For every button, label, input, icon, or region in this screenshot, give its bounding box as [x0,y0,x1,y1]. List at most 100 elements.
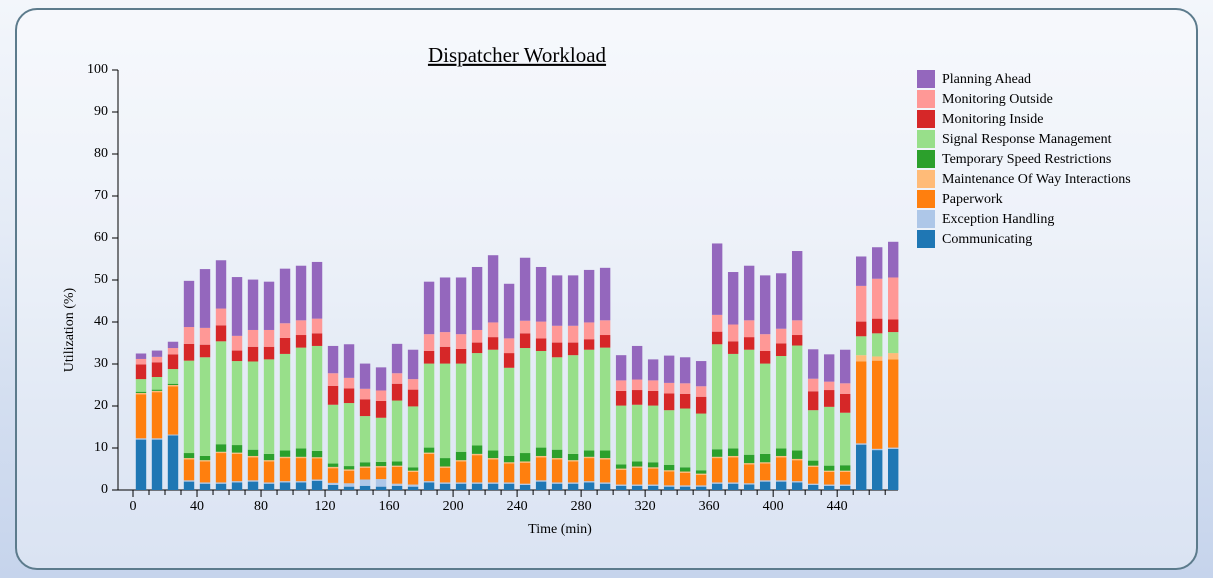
bar-segment [519,333,531,349]
bar-segment [199,483,211,490]
bar-segment [647,405,659,463]
bar-segment [583,322,595,340]
bar-segment [327,463,339,467]
bar-segment [439,277,451,333]
bar-segment [375,417,387,462]
bar-segment [551,482,563,484]
bar-segment [279,482,291,490]
bar-segment [551,449,563,459]
bar-segment [839,412,851,466]
bar-segment [631,461,643,467]
bar-segment [199,357,211,456]
chart-title: Dispatcher Workload [428,43,607,67]
bar-segment [375,466,387,468]
bar-segment [631,466,643,468]
bar-segment [279,268,291,324]
bar-segment [279,458,291,482]
bar-segment [535,455,547,458]
bar-segment [871,247,883,279]
bar-segment [711,483,723,490]
bar-segment [311,333,323,346]
bar-segment [503,338,515,354]
bar-segment [679,408,691,468]
legend-swatch [917,90,935,108]
bar-segment [727,483,739,490]
legend-label: Signal Response Management [942,132,1112,147]
bar-segment [759,350,771,364]
bar-segment [279,481,291,483]
bar-segment [327,345,339,374]
bar-segment [231,350,243,362]
bar-segment [503,367,515,456]
bar-segment [535,480,547,482]
bar-segment [855,321,867,337]
bar-segment [215,308,227,326]
bar-segment [183,481,195,490]
bar-segment [391,400,403,462]
legend-swatch [917,230,935,248]
bar-segment [407,471,419,485]
bar-segment [135,391,147,393]
bar-segment [343,344,355,378]
y-tick-label: 100 [87,62,108,77]
legend-swatch [917,210,935,228]
bar-segment [151,362,163,378]
bar-segment [247,361,259,450]
bar-segment [151,350,163,357]
bar-segment [167,386,179,435]
bar-segment [231,452,243,454]
bar-segment [343,483,355,487]
bar-segment [599,335,611,348]
bar-segment [663,470,675,472]
bar-segment [535,350,547,448]
bar-segment [711,344,723,450]
bar-segment [375,367,387,391]
bar-segment [167,348,179,355]
bar-segment [823,465,835,471]
bar-segment [263,359,275,454]
bar-segment [247,480,259,482]
bar-segment [375,390,387,401]
x-tick-label: 160 [379,499,400,514]
bar-segment [647,485,659,490]
bar-segment [375,479,387,487]
bar-segment [471,482,483,484]
legend-swatch [917,170,935,188]
y-tick-label: 80 [94,146,108,161]
bar-segment [871,448,883,451]
bar-segment [359,479,371,486]
bar-segment [311,345,323,451]
x-tick-label: 440 [827,499,848,514]
bar-segment [151,392,163,439]
bar-segment [439,458,451,467]
bar-segment [823,354,835,382]
bar-segment [263,346,275,360]
bar-segment [871,318,883,334]
bar-segment [327,404,339,464]
y-tick-label: 20 [94,398,108,413]
bar-segment [407,467,419,471]
bar-segment [407,484,419,487]
bar-segment [343,469,355,471]
bar-segment [247,457,259,481]
bar-segment [391,343,403,374]
bar-segment [855,443,867,445]
bar-segment [135,358,147,365]
bar-segment [615,380,627,391]
bar-segment [775,455,787,458]
legend-swatch [917,110,935,128]
x-tick-label: 240 [507,499,528,514]
bar-segment [391,461,403,466]
bar-segment [375,461,387,467]
bar-segment [807,466,819,484]
bar-segment [407,470,419,472]
legend-label: Temporary Speed Restrictions [942,152,1111,167]
bar-segment [839,484,851,486]
bar-segment [791,482,803,490]
bar-segment [455,277,467,335]
bar-segment [135,379,147,392]
bar-segment [567,482,579,484]
bar-segment [343,403,355,467]
bar-segment [695,361,707,387]
bar-segment [807,484,819,490]
